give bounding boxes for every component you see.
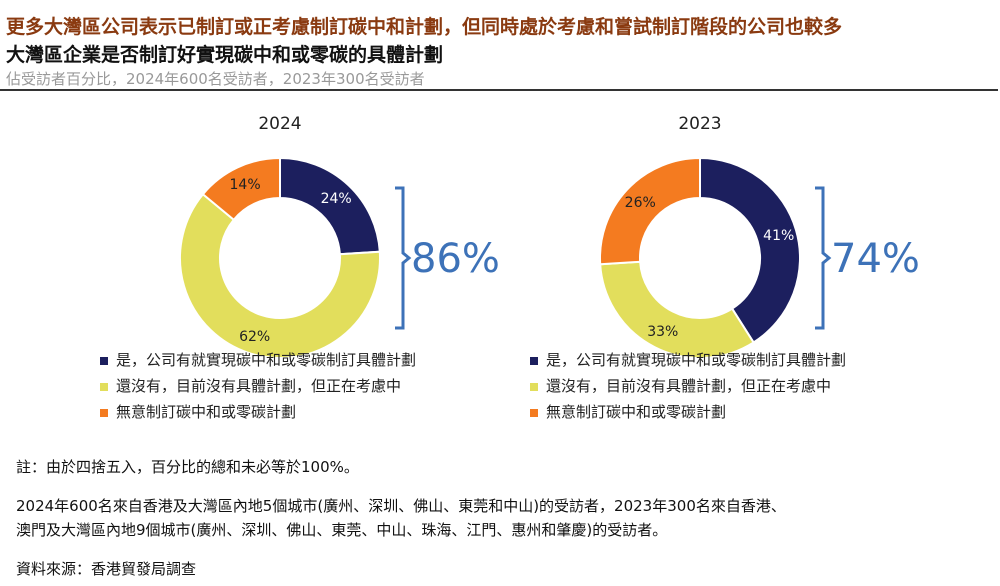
data-label: 62% (239, 329, 270, 345)
footnote: 註：由於四捨五入，百分比的總和未必等於100%。 (16, 458, 359, 476)
donut-slice (599, 260, 755, 359)
legend-swatch (530, 356, 538, 365)
legend-swatch (530, 382, 538, 391)
legend-label: 還沒有，目前沒有具體計劃，但正在考慮中 (116, 377, 402, 395)
legend-label: 無意制訂碳中和或零碳計劃 (116, 403, 297, 421)
bracket (815, 186, 832, 330)
legend-swatch (100, 382, 108, 391)
legend-swatch (100, 408, 108, 417)
data-label: 33% (647, 324, 678, 340)
chart-title-2023: 2023 (678, 114, 722, 134)
donut-slice (201, 156, 281, 222)
legend-label: 是，公司有就實現碳中和或零碳制訂具體計劃 (116, 351, 417, 369)
legend-2023: 是，公司有就實現碳中和或零碳制訂具體計劃 還沒有，目前沒有具體計劃，但正在考慮中無… (530, 349, 846, 427)
legend-item: 是，公司有就實現碳中和或零碳制訂具體計劃 (530, 349, 846, 375)
data-label: 24% (321, 191, 352, 207)
legend-label: 還沒有，目前沒有具體計劃，但正在考慮中 (546, 377, 832, 395)
legend-label: 是，公司有就實現碳中和或零碳制訂具體計劃 (546, 351, 847, 369)
data-label: 14% (230, 177, 261, 193)
legend-item: 還沒有，目前沒有具體計劃，但正在考慮中 (530, 375, 846, 401)
bracket-total: 74% (831, 236, 920, 282)
chart-note: 佔受訪者百分比，2024年600名受訪者，2023年300名受訪者 (6, 70, 425, 88)
sample-description-line1: 2024年600名來自香港及大灣區內地5個城市(廣州、深圳、佛山、東莞和中山)的… (16, 497, 786, 515)
legend-item: 還沒有，目前沒有具體計劃，但正在考慮中 (100, 375, 416, 401)
donut-slice (599, 156, 701, 266)
chart-title-2024: 2024 (258, 114, 302, 134)
sample-description-line2: 澳門及大灣區內地9個城市(廣州、深圳、佛山、東莞、中山、珠海、江門、惠州和肇慶)… (16, 521, 668, 539)
bracket (395, 186, 412, 330)
legend-swatch (100, 356, 108, 365)
legend-label: 無意制訂碳中和或零碳計劃 (546, 403, 727, 421)
divider (0, 89, 998, 91)
legend-2024: 是，公司有就實現碳中和或零碳制訂具體計劃 還沒有，目前沒有具體計劃，但正在考慮中無… (100, 349, 416, 427)
page-title: 更多大灣區公司表示已制訂或正考慮制訂碳中和計劃，但同時處於考慮和嘗試制訂階段的公… (6, 16, 843, 38)
legend-swatch (530, 408, 538, 417)
data-label: 26% (625, 195, 656, 211)
chart-subtitle: 大灣區企業是否制訂好實現碳中和或零碳的具體計劃 (6, 44, 444, 66)
bracket-total: 86% (411, 236, 500, 282)
legend-item: 無意制訂碳中和或零碳計劃 (530, 401, 846, 427)
legend-item: 無意制訂碳中和或零碳計劃 (100, 401, 416, 427)
donut-slice (699, 156, 801, 344)
legend-item: 是，公司有就實現碳中和或零碳制訂具體計劃 (100, 349, 416, 375)
source: 資料來源：香港貿發局調查 (16, 560, 197, 578)
data-label: 41% (763, 228, 794, 244)
donut-slice (179, 192, 381, 359)
